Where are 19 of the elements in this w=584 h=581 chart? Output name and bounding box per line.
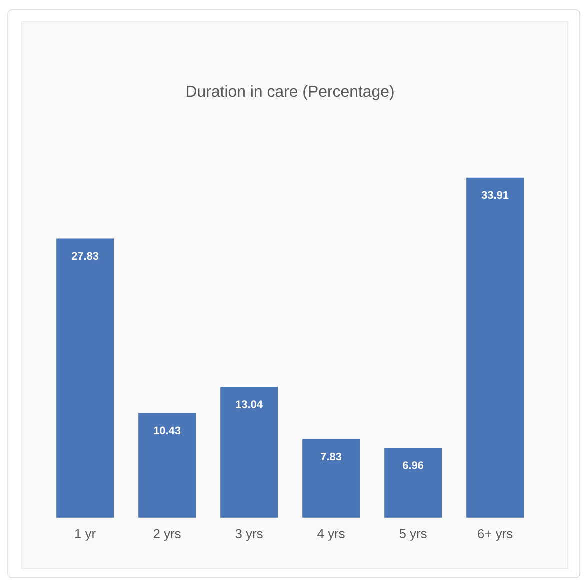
data-label: 10.43 bbox=[154, 426, 181, 435]
chart-title: Duration in care (Percentage) bbox=[187, 85, 394, 100]
x-tick-label: 1 yr bbox=[75, 529, 96, 541]
data-label: 33.91 bbox=[482, 191, 509, 200]
x-tick-label: 3 yrs bbox=[236, 529, 263, 542]
data-label: 13.04 bbox=[236, 400, 263, 408]
bar bbox=[220, 387, 278, 518]
bar bbox=[302, 439, 360, 518]
data-label: 7.83 bbox=[321, 452, 342, 461]
bar bbox=[138, 413, 196, 518]
x-tick-label: 5 yrs bbox=[400, 529, 427, 541]
bar bbox=[56, 238, 114, 518]
data-label: 6.96 bbox=[403, 462, 424, 470]
bar bbox=[466, 178, 524, 518]
x-tick-label: 6+ yrs bbox=[478, 529, 513, 542]
data-label: 27.83 bbox=[72, 252, 99, 260]
x-tick-label: 2 yrs bbox=[154, 529, 181, 542]
bar bbox=[384, 448, 442, 518]
x-tick-label: 4 yrs bbox=[318, 529, 345, 541]
